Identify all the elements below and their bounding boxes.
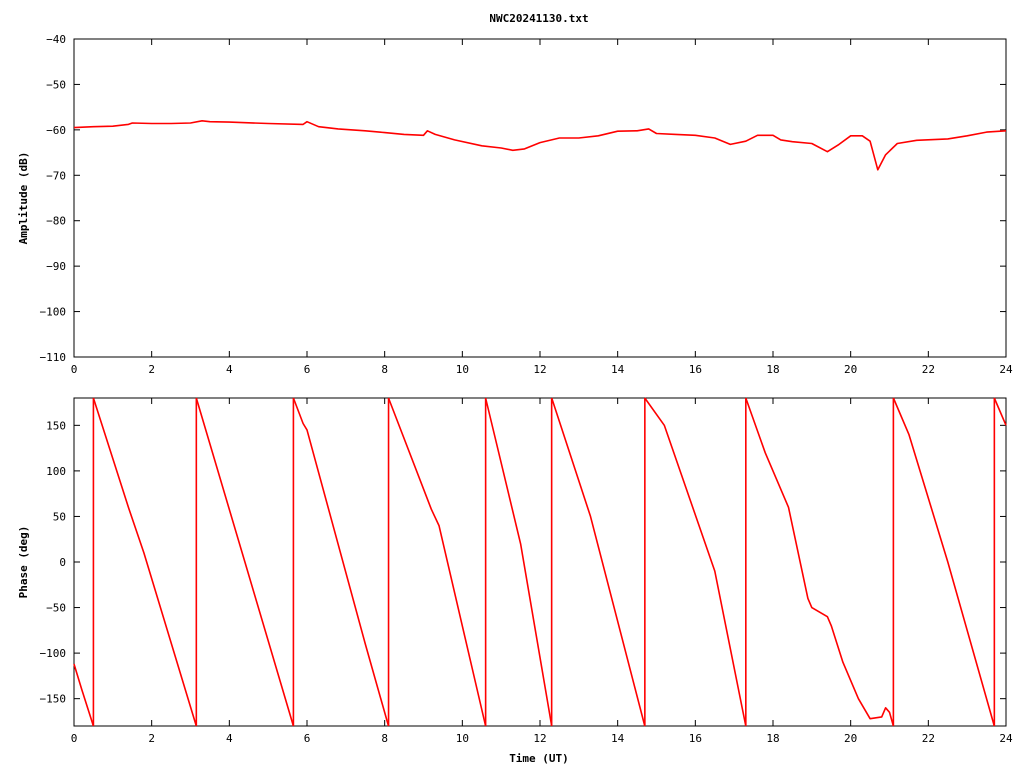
amplitude-y-tick-label: −110 xyxy=(40,351,67,364)
amplitude-x-tick-label: 12 xyxy=(533,363,546,376)
phase-x-tick-label: 8 xyxy=(381,732,388,745)
phase-y-tick-label: 0 xyxy=(59,556,66,569)
phase-x-tick-label: 24 xyxy=(999,732,1013,745)
amplitude-x-tick-label: 14 xyxy=(611,363,625,376)
phase-x-tick-label: 14 xyxy=(611,732,625,745)
chart-title: NWC20241130.txt xyxy=(489,12,588,25)
phase-y-axis-label: Phase (deg) xyxy=(17,526,30,599)
phase-x-tick-label: 16 xyxy=(689,732,702,745)
amplitude-x-tick-label: 0 xyxy=(71,363,78,376)
amplitude-x-tick-label: 18 xyxy=(766,363,779,376)
phase-x-axis-label: Time (UT) xyxy=(509,752,569,765)
amplitude-y-tick-label: −50 xyxy=(46,78,66,91)
phase-series-line xyxy=(993,397,1007,426)
amplitude-x-tick-label: 2 xyxy=(148,363,155,376)
phase-y-ticks: 150 100 50 0 −50 −100 −150 xyxy=(40,419,1006,706)
amplitude-y-tick-label: −90 xyxy=(46,260,66,273)
amplitude-y-axis-label: Amplitude (dB) xyxy=(17,152,30,245)
amplitude-x-tick-label: 4 xyxy=(226,363,233,376)
amplitude-y-tick-label: −60 xyxy=(46,124,66,137)
phase-series-line xyxy=(484,397,553,727)
phase-y-tick-label: −150 xyxy=(40,693,67,706)
amplitude-panel: 0 2 4 6 8 10 12 14 16 18 20 22 24 −40−50−60−70−80−90… xyxy=(17,33,1013,376)
phase-y-tick-label: 50 xyxy=(53,510,66,523)
amplitude-y-ticks: −40 −50 −60 −70 −80 −90 −100 −110 xyxy=(40,33,1006,364)
amplitude-x-tick-label: 10 xyxy=(456,363,469,376)
phase-x-tick-label: 0 xyxy=(71,732,78,745)
phase-series-line xyxy=(550,397,646,727)
phase-series-line xyxy=(387,397,487,727)
amplitude-y-tick-label: −80 xyxy=(46,215,66,228)
phase-x-tick-label: 2 xyxy=(148,732,155,745)
phase-y-tick-label: −100 xyxy=(40,647,67,660)
amplitude-x-tick-label: 6 xyxy=(304,363,311,376)
amplitude-x-tick-label: 22 xyxy=(922,363,935,376)
amplitude-y-tick-label: −70 xyxy=(46,169,66,182)
amplitude-plot-frame xyxy=(73,38,1007,358)
phase-series-line xyxy=(292,397,390,727)
phase-series-line xyxy=(745,397,895,727)
phase-x-tick-label: 10 xyxy=(456,732,469,745)
amplitude-x-tick-label: 20 xyxy=(844,363,857,376)
phase-plot-frame xyxy=(73,397,1007,727)
amplitude-x-tick-label: 24 xyxy=(999,363,1013,376)
amplitude-series xyxy=(73,120,1007,171)
amplitude-x-tick-label: 16 xyxy=(689,363,702,376)
phase-y-tick-label: 150 xyxy=(46,419,66,432)
phase-panel: 0 2 4 6 8 10 12 14 16 18 20 22 24 150100500−50−100−1… xyxy=(17,397,1013,765)
phase-x-ticks: 0 2 4 6 8 10 12 14 16 18 20 22 24 xyxy=(71,398,1013,745)
amplitude-series-line xyxy=(73,120,1007,171)
phase-series xyxy=(73,397,1007,727)
phase-series-line xyxy=(73,663,95,727)
amplitude-x-ticks: 0 2 4 6 8 10 12 14 16 18 20 22 24 xyxy=(71,39,1013,376)
amplitude-y-tick-label: −100 xyxy=(40,306,67,319)
phase-y-tick-label: −50 xyxy=(46,602,66,615)
phase-series-line xyxy=(92,397,198,727)
phase-x-tick-label: 22 xyxy=(922,732,935,745)
phase-x-tick-label: 4 xyxy=(226,732,233,745)
phase-x-tick-label: 18 xyxy=(766,732,779,745)
phase-x-tick-label: 12 xyxy=(533,732,546,745)
amplitude-y-tick-label: −40 xyxy=(46,33,66,46)
phase-x-tick-label: 6 xyxy=(304,732,311,745)
phase-y-tick-label: 100 xyxy=(46,465,66,478)
phase-x-tick-label: 20 xyxy=(844,732,857,745)
amplitude-x-tick-label: 8 xyxy=(381,363,388,376)
phase-series-line xyxy=(195,397,295,727)
phase-series-line xyxy=(644,397,747,727)
phase-series-line xyxy=(892,397,996,727)
